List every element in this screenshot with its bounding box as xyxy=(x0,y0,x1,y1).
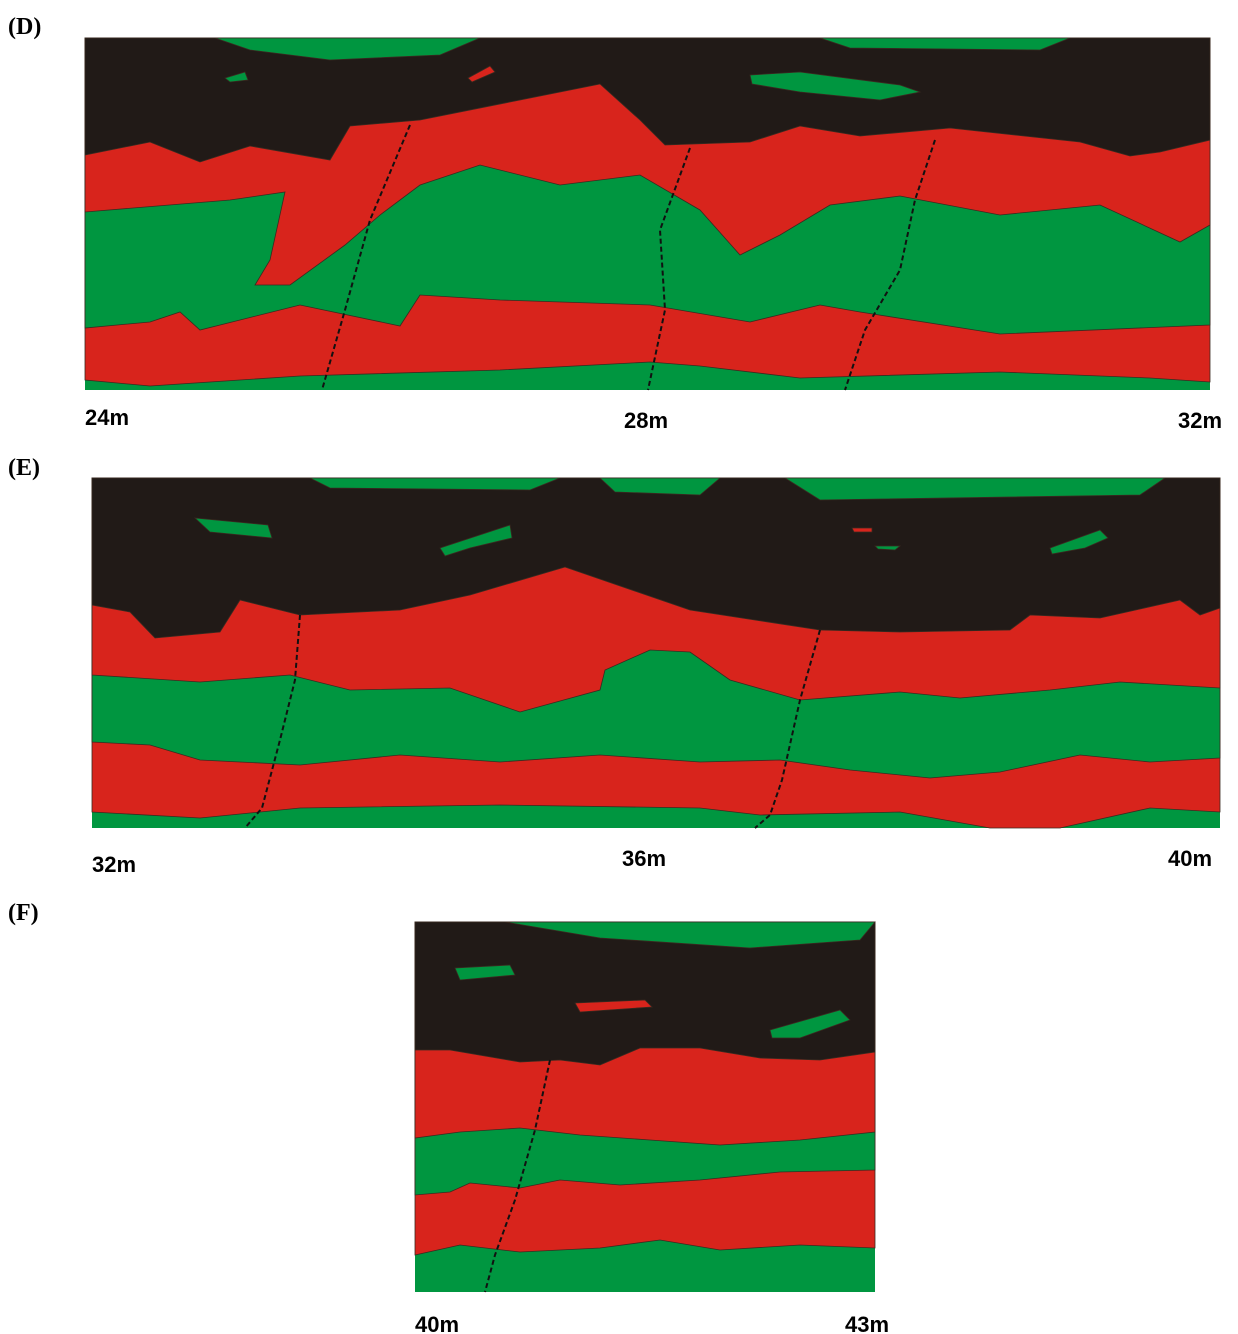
distance-label: 24m xyxy=(85,405,129,430)
lens xyxy=(1049,529,1109,555)
lens xyxy=(309,477,561,491)
lens xyxy=(783,477,1167,501)
distance-label: 32m xyxy=(1178,408,1222,433)
distance-label: 32m xyxy=(92,852,136,877)
lens xyxy=(454,964,516,981)
lens xyxy=(598,477,722,496)
lens xyxy=(749,71,922,101)
lens xyxy=(224,71,249,83)
distance-label: 36m xyxy=(622,846,666,871)
lens xyxy=(874,545,902,551)
distance-label: 43m xyxy=(845,1312,889,1334)
lens xyxy=(193,517,273,539)
panel-label: (D) xyxy=(8,14,41,40)
lens xyxy=(769,1009,851,1039)
distance-label: 40m xyxy=(1168,846,1212,871)
fault-line xyxy=(844,139,936,391)
fault-line xyxy=(321,124,411,391)
fault-line xyxy=(647,147,691,391)
lens xyxy=(851,527,873,533)
layer xyxy=(414,921,876,1066)
panel-label: (E) xyxy=(8,455,40,481)
layer xyxy=(84,37,1211,163)
layer xyxy=(91,477,1221,639)
lens xyxy=(574,999,653,1013)
distance-label: 40m xyxy=(415,1312,459,1334)
lens xyxy=(467,65,496,83)
lens xyxy=(504,921,876,949)
fault-line xyxy=(484,1059,551,1293)
distance-label: 28m xyxy=(624,408,668,433)
fault-line xyxy=(244,614,301,829)
lens xyxy=(819,37,1071,51)
panel-label: (F) xyxy=(8,900,39,926)
lens xyxy=(214,37,481,61)
fault-line xyxy=(754,629,821,829)
lens xyxy=(439,524,513,557)
